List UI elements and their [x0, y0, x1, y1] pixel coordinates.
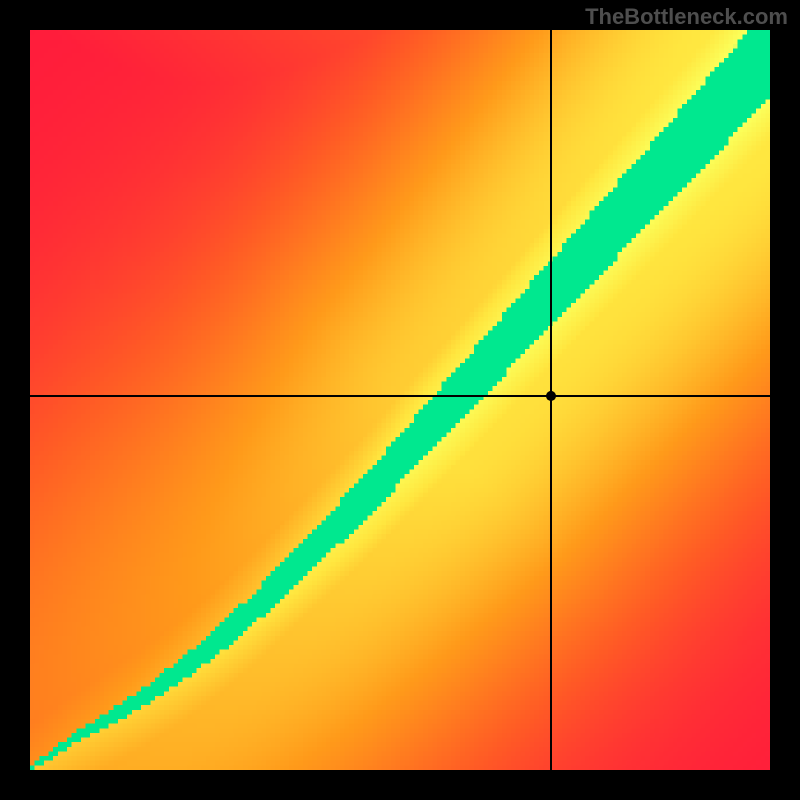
plot-area [30, 30, 770, 770]
crosshair-marker [30, 30, 770, 770]
watermark-text: TheBottleneck.com [585, 4, 788, 30]
chart-container: TheBottleneck.com [0, 0, 800, 800]
